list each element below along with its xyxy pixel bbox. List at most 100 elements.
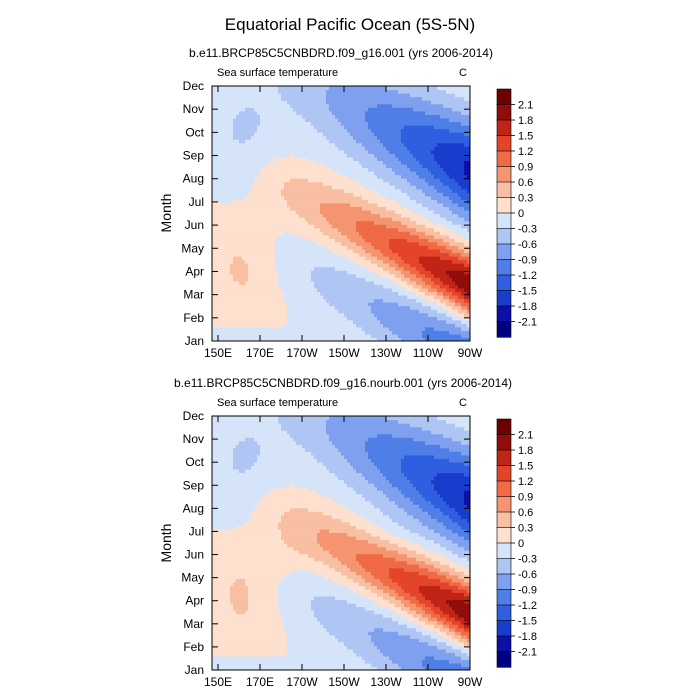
contour-cell — [371, 142, 375, 147]
contour-cell — [401, 319, 405, 324]
contour-cell — [278, 263, 282, 268]
contour-cell — [332, 96, 336, 101]
contour-cell — [389, 93, 393, 98]
contour-cell — [359, 294, 363, 300]
contour-cell — [377, 174, 381, 179]
contour-cell — [368, 217, 372, 222]
contour-cell — [395, 256, 399, 261]
contour-cell — [335, 326, 339, 331]
contour-cell — [332, 294, 336, 300]
contour-cell — [317, 202, 321, 208]
contour-cell — [287, 263, 291, 268]
contour-cell — [308, 287, 312, 293]
contour-cell — [242, 174, 246, 179]
contour-cell — [308, 110, 312, 115]
contour-cell — [248, 202, 252, 208]
contour-cell — [359, 153, 363, 158]
contour-cell — [341, 284, 345, 289]
contour-cell — [230, 153, 234, 158]
contour-cell — [272, 160, 276, 165]
contour-cell — [299, 128, 303, 133]
contour-cell — [227, 227, 231, 232]
contour-cell — [224, 181, 228, 186]
contour-cell — [383, 252, 387, 257]
contour-cell — [263, 86, 267, 91]
contour-cell — [227, 202, 231, 208]
contour-cell — [353, 195, 357, 200]
contour-cell — [389, 280, 393, 285]
contour-cell — [401, 192, 405, 197]
contour-cell — [338, 146, 342, 151]
contour-cell — [263, 192, 267, 197]
contour-cell — [245, 277, 249, 282]
contour-cell — [281, 333, 285, 339]
contour-cell — [302, 103, 306, 108]
contour-cell — [293, 139, 297, 144]
contour-cell — [380, 86, 384, 91]
contour-cell — [293, 319, 297, 324]
contour-cell — [398, 227, 402, 232]
contour-cell — [269, 280, 273, 285]
contour-cell — [398, 248, 402, 254]
contour-cell — [296, 96, 300, 101]
contour-cell — [353, 153, 357, 158]
contour-cell — [233, 181, 237, 186]
contour-cell — [383, 270, 387, 275]
contour-cell — [380, 330, 384, 335]
contour-cell — [221, 107, 225, 112]
contour-cell — [224, 192, 228, 197]
contour-field — [212, 86, 470, 341]
contour-cell — [260, 128, 264, 133]
contour-cell — [377, 160, 381, 165]
contour-cell — [359, 149, 363, 154]
contour-cell — [239, 259, 243, 264]
contour-cell — [284, 96, 288, 101]
contour-cell — [251, 245, 255, 250]
contour-cell — [290, 252, 294, 257]
contour-cell — [338, 294, 342, 300]
contour-cell — [233, 202, 237, 208]
contour-cell — [278, 110, 282, 115]
contour-cell — [215, 259, 219, 264]
contour-cell — [344, 167, 348, 172]
contour-cell — [368, 298, 372, 303]
contour-cell — [290, 227, 294, 232]
contour-cell — [350, 263, 354, 268]
contour-cell — [356, 280, 360, 285]
contour-cell — [332, 209, 336, 215]
contour-cell — [284, 270, 288, 275]
contour-cell — [323, 93, 327, 98]
contour-cell — [407, 107, 411, 112]
contour-cell — [410, 146, 414, 151]
contour-cell — [308, 124, 312, 130]
contour-cell — [407, 312, 411, 317]
contour-cell — [389, 263, 393, 268]
contour-cell — [323, 202, 327, 208]
contour-cell — [368, 302, 372, 307]
contour-cell — [263, 135, 267, 140]
contour-cell — [224, 114, 228, 119]
contour-cell — [371, 270, 375, 275]
contour-cell — [227, 153, 231, 158]
contour-cell — [365, 135, 369, 140]
contour-cell — [218, 199, 222, 204]
contour-cell — [371, 149, 375, 154]
contour-cell — [332, 199, 336, 204]
contour-cell — [239, 103, 243, 108]
contour-cell — [314, 213, 318, 218]
contour-cell — [269, 224, 273, 229]
contour-cell — [287, 241, 291, 246]
contour-cell — [365, 248, 369, 254]
contour-cell — [284, 139, 288, 144]
contour-cell — [215, 277, 219, 282]
contour-cell — [347, 139, 351, 144]
contour-cell — [314, 220, 318, 225]
contour-cell — [416, 121, 420, 126]
contour-cell — [287, 103, 291, 108]
contour-cell — [389, 305, 393, 310]
contour-cell — [326, 330, 330, 335]
contour-cell — [227, 273, 231, 278]
contour-cell — [374, 277, 378, 282]
contour-cell — [335, 174, 339, 179]
contour-cell — [266, 188, 270, 193]
